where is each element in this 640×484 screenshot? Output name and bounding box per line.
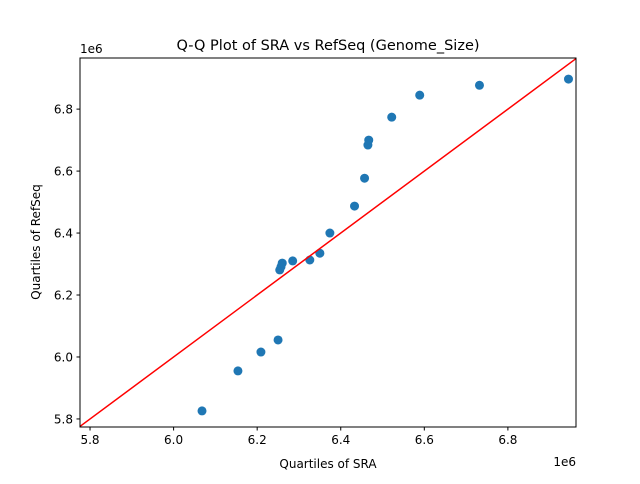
reference-line <box>80 58 576 427</box>
x-tick-label: 6.8 <box>498 433 517 447</box>
y-tick-label: 6.6 <box>54 165 73 179</box>
data-point-3 <box>273 335 283 345</box>
y-tick-label: 6.8 <box>54 103 73 117</box>
data-point-6 <box>277 258 287 268</box>
data-point-10 <box>325 228 335 238</box>
x-tick-label: 6.4 <box>331 433 350 447</box>
data-point-7 <box>288 256 298 266</box>
data-point-2 <box>256 347 266 357</box>
data-point-17 <box>474 80 484 90</box>
y-tick-label: 5.8 <box>54 412 73 426</box>
x-axis-label: Quartiles of SRA <box>279 457 377 471</box>
x-tick-label: 6.2 <box>248 433 267 447</box>
data-point-1 <box>233 366 243 376</box>
data-point-18 <box>563 74 573 84</box>
data-point-0 <box>197 406 207 416</box>
data-point-16 <box>415 90 425 100</box>
data-point-15 <box>387 112 397 122</box>
data-point-12 <box>360 173 370 183</box>
y-tick-label: 6.4 <box>54 227 73 241</box>
y-tick-label: 6.0 <box>54 350 73 364</box>
x-tick-label: 6.0 <box>164 433 183 447</box>
data-point-14 <box>364 135 374 145</box>
data-point-11 <box>350 201 360 211</box>
y-axis-label: Quartiles of RefSeq <box>29 184 43 300</box>
x-tick-label: 6.6 <box>415 433 434 447</box>
y-tick-label: 6.2 <box>54 289 73 303</box>
x-tick-label: 5.8 <box>80 433 99 447</box>
axes-frame <box>79 57 577 428</box>
chart-title: Q-Q Plot of SRA vs RefSeq (Genome_Size) <box>176 38 479 54</box>
x-offset-label: 1e6 <box>553 455 576 469</box>
y-offset-label: 1e6 <box>80 42 103 56</box>
